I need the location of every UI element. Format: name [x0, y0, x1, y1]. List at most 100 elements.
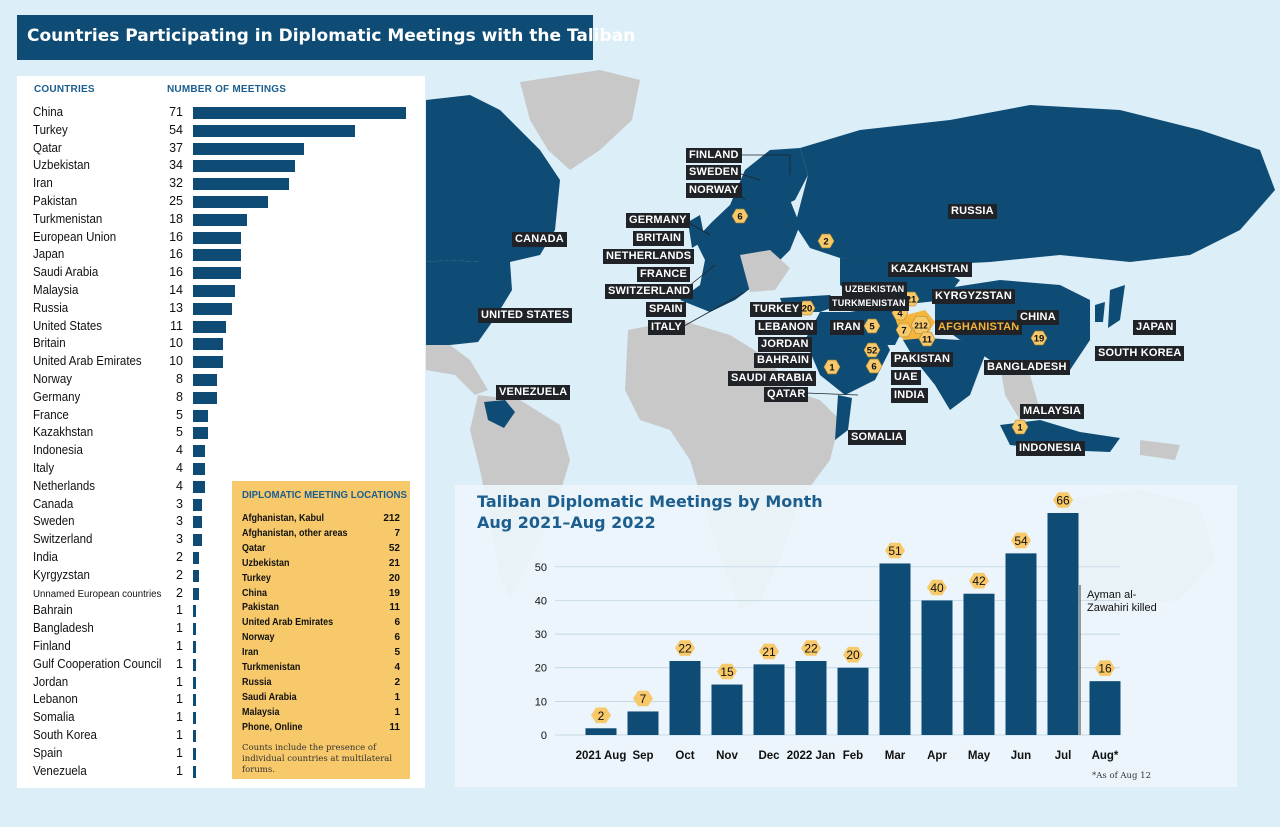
value-label-hex	[885, 542, 905, 559]
country-value: 1	[176, 603, 183, 618]
location-row: China 19	[242, 588, 400, 603]
country-bar	[193, 712, 196, 725]
location-row: Malaysia 1	[242, 706, 400, 722]
map-count-marker: 52	[863, 342, 881, 358]
country-row: Unnamed European countries 2	[17, 585, 425, 603]
country-bar	[193, 694, 196, 707]
country-value: 4	[176, 461, 183, 475]
country-name: European Union	[33, 229, 117, 244]
map-count-marker: 6	[731, 208, 749, 224]
country-bar	[193, 107, 406, 119]
country-row: South Korea 1	[17, 727, 425, 745]
x-tick-label: Jun	[1011, 750, 1031, 762]
map-label: NETHERLANDS	[603, 249, 695, 264]
country-value: 1	[176, 710, 183, 725]
value-label-hex	[1011, 532, 1031, 549]
country-row: Indonesia 4	[17, 442, 425, 460]
location-value: 52	[388, 542, 400, 554]
location-name: Malaysia	[242, 706, 280, 718]
value-label-hex	[675, 640, 695, 656]
country-bar	[193, 409, 208, 422]
bar-value-label: 21	[762, 645, 776, 659]
country-bar	[193, 463, 205, 475]
country-bar	[193, 605, 196, 618]
country-value: 1	[176, 656, 183, 671]
map-label: SPAIN	[646, 302, 686, 317]
country-name: Somalia	[33, 710, 75, 725]
month-bar	[1005, 553, 1037, 735]
x-tick-label: Nov	[716, 750, 738, 762]
country-name: Pakistan	[33, 194, 78, 208]
map-label: NORWAY	[686, 183, 742, 198]
country-value: 5	[176, 425, 183, 440]
map-label: INDONESIA	[1016, 441, 1085, 456]
country-name: Netherlands	[33, 478, 96, 493]
map-label: CHINA	[1017, 310, 1059, 325]
country-value: 1	[176, 674, 183, 689]
country-bar	[193, 552, 199, 564]
country-bar	[193, 641, 196, 653]
x-tick-label: Oct	[675, 750, 694, 762]
country-bar	[193, 658, 196, 671]
country-row: Iran 32	[17, 175, 425, 193]
location-value: 11	[389, 602, 400, 614]
country-bar	[193, 498, 202, 511]
location-row: Turkmenistan 4	[242, 662, 400, 677]
svg-text:20: 20	[802, 304, 813, 315]
country-bar	[193, 196, 268, 208]
country-bar	[193, 213, 247, 226]
month-bar	[711, 684, 743, 735]
country-value: 1	[176, 621, 183, 636]
country-value: 8	[176, 389, 183, 404]
country-bar	[193, 480, 205, 493]
month-bar	[669, 661, 701, 735]
country-name: Qatar	[33, 140, 62, 155]
map-count-marker: 19	[1030, 330, 1048, 346]
bar-value-label: 7	[640, 692, 647, 706]
value-label-hex	[633, 690, 653, 707]
location-value: 6	[394, 632, 400, 644]
map-count-marker: 11	[918, 331, 936, 347]
country-name: United Arab Emirates	[33, 354, 142, 369]
location-name: Uzbekistan	[242, 557, 290, 569]
location-row: Afghanistan, Kabul 212	[242, 513, 400, 528]
bar-value-label: 22	[804, 642, 818, 656]
country-row: Spain 1	[17, 745, 425, 763]
map-count-marker: 1	[823, 359, 841, 375]
monthly-chart-panel: Taliban Diplomatic Meetings by Month Aug…	[455, 485, 1237, 787]
country-bar	[193, 320, 226, 333]
bar-value-label: 16	[1098, 662, 1112, 676]
map-label: AFGHANISTAN	[935, 320, 1023, 335]
country-name: Kyrgyzstan	[33, 567, 90, 582]
locations-title: DIPLOMATIC MEETING LOCATIONS	[242, 489, 407, 501]
map-count-marker: 2	[817, 233, 835, 249]
country-row: Italy 4	[17, 460, 425, 478]
country-name: Japan	[33, 247, 65, 262]
country-row: Uzbekistan 34	[17, 157, 425, 175]
location-name: Phone, Online	[242, 721, 303, 733]
svg-text:11: 11	[922, 335, 933, 346]
country-bar	[193, 267, 241, 280]
country-value: 37	[169, 140, 183, 155]
svg-text:6: 6	[737, 212, 742, 223]
country-bar	[193, 356, 223, 369]
map-label: FRANCE	[637, 267, 691, 282]
country-value: 1	[176, 763, 183, 778]
map-label: JAPAN	[1133, 320, 1177, 335]
country-row: Russia 13	[17, 300, 425, 318]
value-label-hex	[843, 646, 863, 663]
map-label: UAE	[891, 370, 921, 385]
country-bar	[193, 231, 241, 244]
country-value: 8	[176, 372, 183, 386]
country-row: Sweden 3	[17, 513, 425, 531]
country-name: Uzbekistan	[33, 158, 90, 173]
country-row: Finland 1	[17, 638, 425, 656]
location-row: Turkey 20	[242, 573, 400, 588]
location-value: 6	[394, 617, 400, 629]
country-value: 1	[176, 692, 183, 707]
location-row: Saudi Arabia 1	[242, 692, 400, 707]
map-label: SOMALIA	[848, 430, 907, 445]
country-value: 2	[176, 585, 183, 600]
svg-text:212: 212	[914, 322, 928, 331]
value-label-hex	[1053, 492, 1073, 508]
